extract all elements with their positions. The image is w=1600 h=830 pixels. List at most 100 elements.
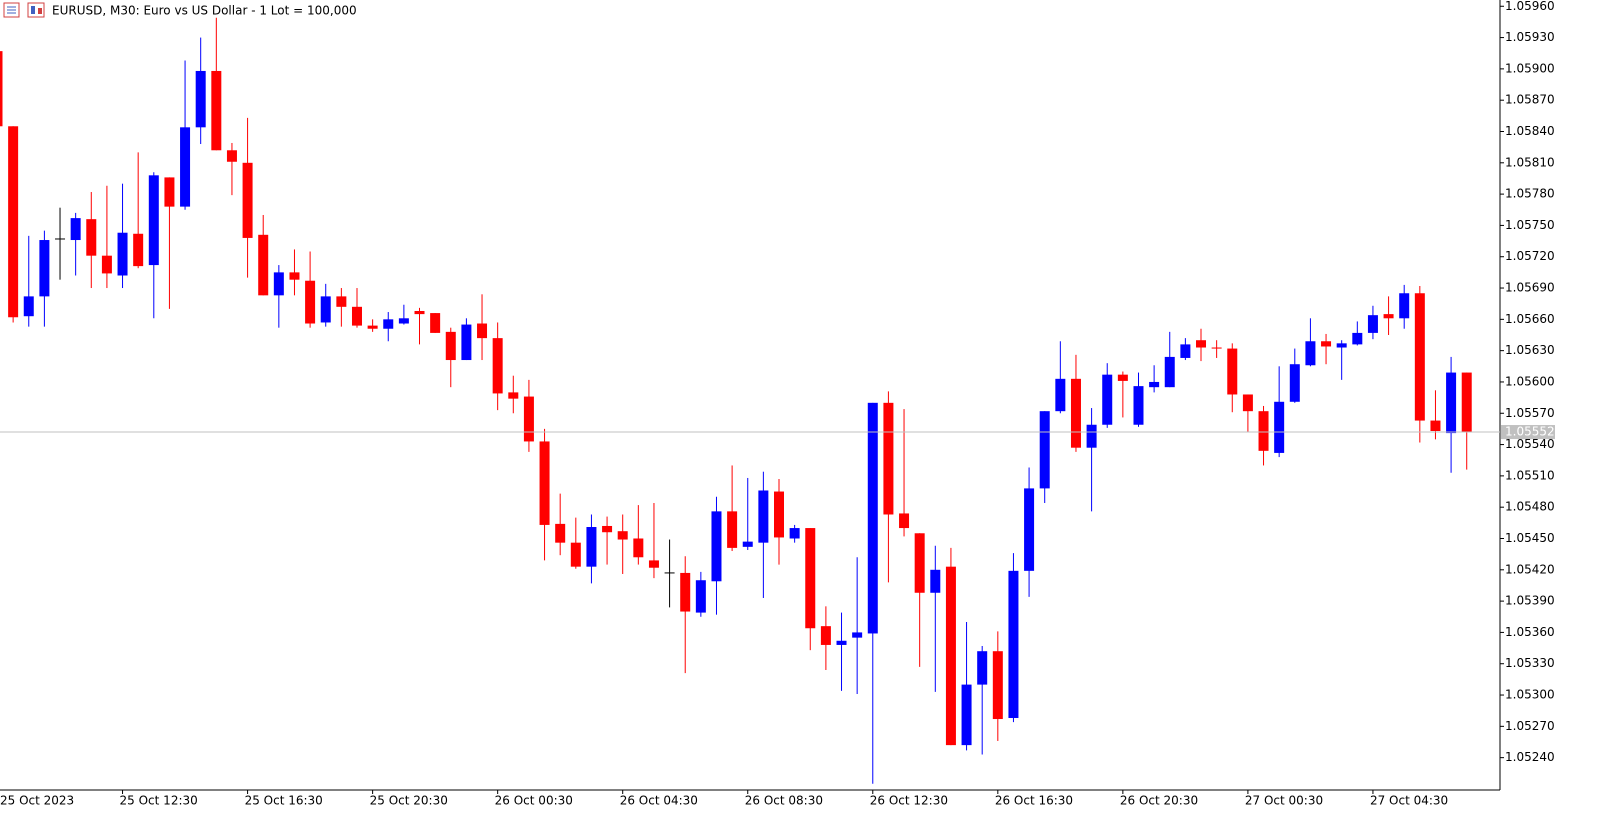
candle-body bbox=[1024, 488, 1035, 571]
candle-body bbox=[1008, 570, 1019, 718]
candle-body bbox=[586, 527, 597, 567]
candle-body bbox=[977, 651, 988, 685]
candle-body bbox=[789, 528, 800, 539]
current-price-box bbox=[1501, 425, 1555, 440]
x-tick-label: 26 Oct 04:30 bbox=[620, 794, 698, 808]
candle-body bbox=[164, 177, 175, 207]
candle-body bbox=[289, 272, 300, 280]
y-tick-label: 1.05480 bbox=[1505, 500, 1555, 514]
candle-body bbox=[273, 272, 284, 296]
candle-body bbox=[602, 525, 613, 533]
y-tick-label: 1.05390 bbox=[1505, 594, 1555, 608]
candle-body bbox=[1227, 348, 1238, 395]
candle-body bbox=[148, 175, 159, 266]
candle-body bbox=[914, 533, 925, 593]
candle-body bbox=[258, 234, 269, 296]
y-tick-label: 1.05750 bbox=[1505, 218, 1555, 232]
candle-body bbox=[867, 402, 878, 634]
candle-body bbox=[523, 396, 534, 442]
x-tick-label: 25 Oct 2023 bbox=[0, 794, 74, 808]
candle-body bbox=[1133, 386, 1144, 425]
candle-body bbox=[226, 150, 237, 162]
y-tick-label: 1.05510 bbox=[1505, 468, 1555, 482]
candle-body bbox=[383, 319, 394, 329]
candle-body bbox=[180, 127, 191, 207]
candle-body bbox=[648, 560, 659, 568]
candle-body bbox=[1367, 315, 1378, 333]
candle-body bbox=[117, 232, 128, 276]
candle-body bbox=[1196, 340, 1207, 348]
candle-body bbox=[852, 632, 863, 638]
candle-body bbox=[945, 566, 956, 746]
candle-body bbox=[508, 392, 519, 399]
y-tick-label: 1.05720 bbox=[1505, 249, 1555, 263]
x-tick-label: 26 Oct 20:30 bbox=[1120, 794, 1198, 808]
candle-body bbox=[398, 318, 409, 324]
candle-body bbox=[774, 491, 784, 538]
candle-body bbox=[961, 684, 972, 746]
x-tick-label: 27 Oct 00:30 bbox=[1245, 794, 1323, 808]
candle-body bbox=[1289, 364, 1300, 402]
candle-body bbox=[1414, 293, 1425, 421]
candle-body bbox=[1102, 374, 1113, 425]
icon-bar bbox=[31, 6, 35, 14]
candle-body bbox=[711, 511, 722, 582]
candle-body bbox=[133, 233, 144, 267]
y-tick-label: 1.05300 bbox=[1505, 688, 1555, 702]
candle-body bbox=[430, 313, 441, 333]
chart-title: EURUSD, M30: Euro vs US Dollar - 1 Lot =… bbox=[52, 4, 357, 18]
x-tick-label: 25 Oct 16:30 bbox=[245, 794, 323, 808]
x-tick-label: 26 Oct 16:30 bbox=[995, 794, 1073, 808]
current-price-label: 1.05552 bbox=[1505, 425, 1555, 439]
y-tick-label: 1.05570 bbox=[1505, 406, 1555, 420]
candle-body bbox=[242, 162, 253, 238]
y-tick-label: 1.05240 bbox=[1505, 750, 1555, 764]
candle-body bbox=[1242, 394, 1253, 412]
x-tick-label: 27 Oct 04:30 bbox=[1370, 794, 1448, 808]
candle-body bbox=[617, 531, 628, 540]
candle-body bbox=[1117, 374, 1128, 381]
candle-body bbox=[1352, 332, 1363, 345]
candle-body bbox=[320, 296, 331, 323]
y-tick-label: 1.05840 bbox=[1505, 124, 1555, 138]
candle-body bbox=[1039, 411, 1050, 489]
candle-body bbox=[305, 280, 316, 324]
y-tick-label: 1.05360 bbox=[1505, 625, 1555, 639]
candle-body bbox=[727, 511, 738, 548]
candle-body bbox=[0, 51, 3, 127]
candle-body bbox=[461, 324, 472, 361]
candle-body bbox=[477, 323, 488, 339]
candle-body bbox=[1430, 420, 1441, 432]
candle-body bbox=[86, 219, 97, 256]
candle-body bbox=[1055, 378, 1066, 412]
candle-body bbox=[351, 306, 362, 326]
candle-body bbox=[758, 490, 769, 543]
header-icons bbox=[3, 2, 45, 18]
candle-body bbox=[742, 541, 753, 547]
candle-body bbox=[101, 255, 112, 274]
x-tick-label: 26 Oct 12:30 bbox=[870, 794, 948, 808]
candle-body bbox=[445, 331, 456, 361]
candle-body bbox=[1399, 293, 1410, 319]
y-tick-label: 1.05600 bbox=[1505, 374, 1555, 388]
candle-body bbox=[1164, 356, 1175, 388]
y-tick-label: 1.05330 bbox=[1505, 656, 1555, 670]
candle-body bbox=[1383, 314, 1394, 319]
candle-body bbox=[1446, 372, 1457, 434]
y-tick-label: 1.05780 bbox=[1505, 187, 1555, 201]
candle-body bbox=[367, 325, 378, 329]
candle-body bbox=[1461, 372, 1472, 433]
candle-body bbox=[1305, 341, 1316, 366]
candle-body bbox=[1274, 401, 1285, 453]
candle-body bbox=[836, 640, 847, 645]
y-tick-label: 1.05870 bbox=[1505, 93, 1555, 107]
x-tick-label: 25 Oct 20:30 bbox=[370, 794, 448, 808]
y-tick-label: 1.05690 bbox=[1505, 281, 1555, 295]
candle-body bbox=[805, 528, 816, 629]
candle-body bbox=[8, 126, 19, 318]
candle-body bbox=[883, 402, 894, 515]
candle-body bbox=[633, 538, 644, 558]
candle-body bbox=[414, 310, 425, 315]
